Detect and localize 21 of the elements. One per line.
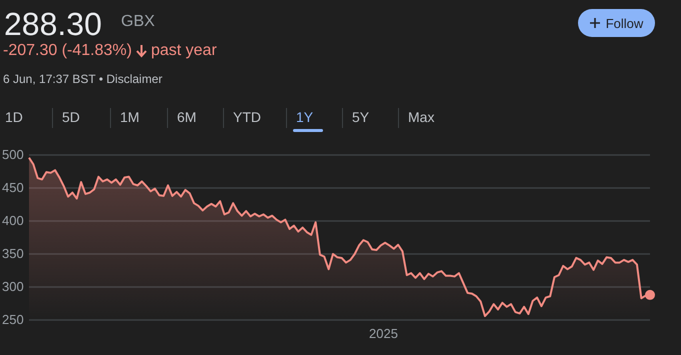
text: YTD [233, 109, 261, 125]
text: Follow [606, 16, 644, 30]
text: 5D [62, 109, 80, 125]
text: 2025 [369, 326, 398, 341]
text: 1M [120, 109, 140, 125]
text: past year [150, 42, 217, 60]
chart-title: 288.30 [4, 6, 102, 42]
y-tick-label: 250 [2, 312, 24, 327]
text: Max [408, 109, 434, 125]
y-tick-label: 450 [2, 180, 24, 195]
text: -207.30 (-41.83%) [3, 42, 132, 60]
text: 6 Jun, 17:37 BST • Disclaimer [3, 72, 162, 86]
text: 6M [177, 109, 196, 125]
text: 1Y [296, 109, 314, 125]
y-tick-label: 400 [2, 213, 24, 228]
y-tick-label: 350 [2, 246, 24, 261]
text: 1D [5, 109, 23, 125]
y-tick-label: 500 [2, 147, 24, 162]
text: 5Y [352, 109, 370, 125]
text: GBX [121, 13, 155, 31]
y-tick-label: 300 [2, 279, 24, 294]
